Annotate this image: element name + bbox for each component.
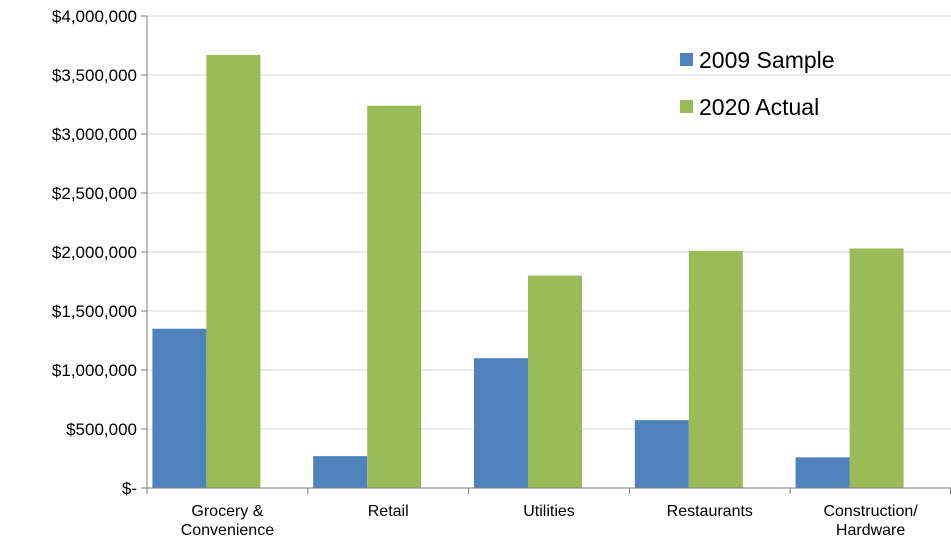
x-category-label: Retail bbox=[368, 503, 409, 520]
y-tick-label: $4,000,000 bbox=[52, 7, 137, 26]
y-tick-label: $2,000,000 bbox=[52, 243, 137, 262]
bar-2020-actual-3 bbox=[688, 250, 743, 488]
bar-2009-sample-3 bbox=[634, 420, 689, 488]
x-category-label: Utilities bbox=[523, 503, 575, 520]
bar-2009-sample-4 bbox=[795, 457, 850, 488]
bar-2020-actual-1 bbox=[367, 105, 422, 489]
legend-swatch bbox=[680, 100, 693, 113]
legend-swatch bbox=[680, 53, 693, 66]
legend-label: 2009 Sample bbox=[699, 47, 835, 73]
bar-2009-sample-1 bbox=[313, 456, 368, 488]
bar-2020-actual-4 bbox=[849, 248, 904, 488]
legend-label: 2020 Actual bbox=[699, 94, 819, 120]
x-category-label: Grocery & Convenience bbox=[181, 503, 275, 539]
bar-2009-sample-2 bbox=[474, 358, 528, 488]
y-tick-label: $3,500,000 bbox=[52, 66, 137, 85]
x-category-label: Construction/Hardware bbox=[823, 503, 918, 539]
x-category-label: Restaurants bbox=[667, 503, 753, 520]
y-tick-label: $- bbox=[122, 479, 137, 498]
y-tick-label: $1,000,000 bbox=[52, 361, 137, 380]
bar-2020-actual-0 bbox=[206, 54, 261, 488]
legend: 2009 Sample 2020 Actual bbox=[680, 47, 835, 120]
bars bbox=[152, 54, 904, 489]
y-tick-label: $500,000 bbox=[66, 420, 137, 439]
y-tick-label: $3,000,000 bbox=[52, 125, 137, 144]
axes: $- $500,000 $1,000,000 $1,500,000 $2,000,000… bbox=[52, 7, 951, 539]
y-tick-label: $2,500,000 bbox=[52, 184, 137, 203]
bar-2020-actual-2 bbox=[528, 275, 582, 488]
bar-2009-sample-0 bbox=[152, 328, 207, 488]
y-tick-label: $1,500,000 bbox=[52, 302, 137, 321]
